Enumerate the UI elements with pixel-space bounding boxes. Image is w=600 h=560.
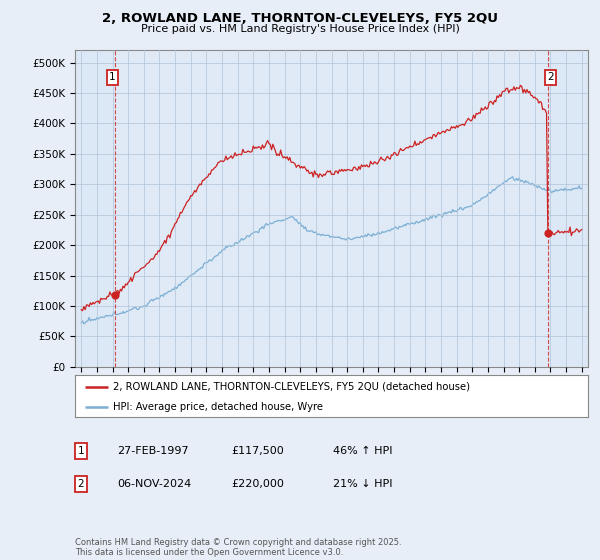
Point bbox=[544, 228, 553, 237]
Text: 1: 1 bbox=[109, 72, 116, 82]
Text: 2, ROWLAND LANE, THORNTON-CLEVELEYS, FY5 2QU: 2, ROWLAND LANE, THORNTON-CLEVELEYS, FY5… bbox=[102, 12, 498, 25]
Text: 46% ↑ HPI: 46% ↑ HPI bbox=[333, 446, 392, 456]
Text: £117,500: £117,500 bbox=[231, 446, 284, 456]
Text: 27-FEB-1997: 27-FEB-1997 bbox=[117, 446, 188, 456]
Text: 21% ↓ HPI: 21% ↓ HPI bbox=[333, 479, 392, 489]
Text: Price paid vs. HM Land Registry's House Price Index (HPI): Price paid vs. HM Land Registry's House … bbox=[140, 24, 460, 34]
Text: 2, ROWLAND LANE, THORNTON-CLEVELEYS, FY5 2QU (detached house): 2, ROWLAND LANE, THORNTON-CLEVELEYS, FY5… bbox=[113, 382, 470, 392]
Text: 1: 1 bbox=[77, 446, 85, 456]
Bar bbox=[115, 50, 548, 367]
Text: 06-NOV-2024: 06-NOV-2024 bbox=[117, 479, 191, 489]
Text: 2: 2 bbox=[77, 479, 85, 489]
Point bbox=[110, 291, 119, 300]
Text: 2: 2 bbox=[547, 72, 554, 82]
Text: Contains HM Land Registry data © Crown copyright and database right 2025.
This d: Contains HM Land Registry data © Crown c… bbox=[75, 538, 401, 557]
Text: £220,000: £220,000 bbox=[231, 479, 284, 489]
Text: HPI: Average price, detached house, Wyre: HPI: Average price, detached house, Wyre bbox=[113, 402, 323, 412]
